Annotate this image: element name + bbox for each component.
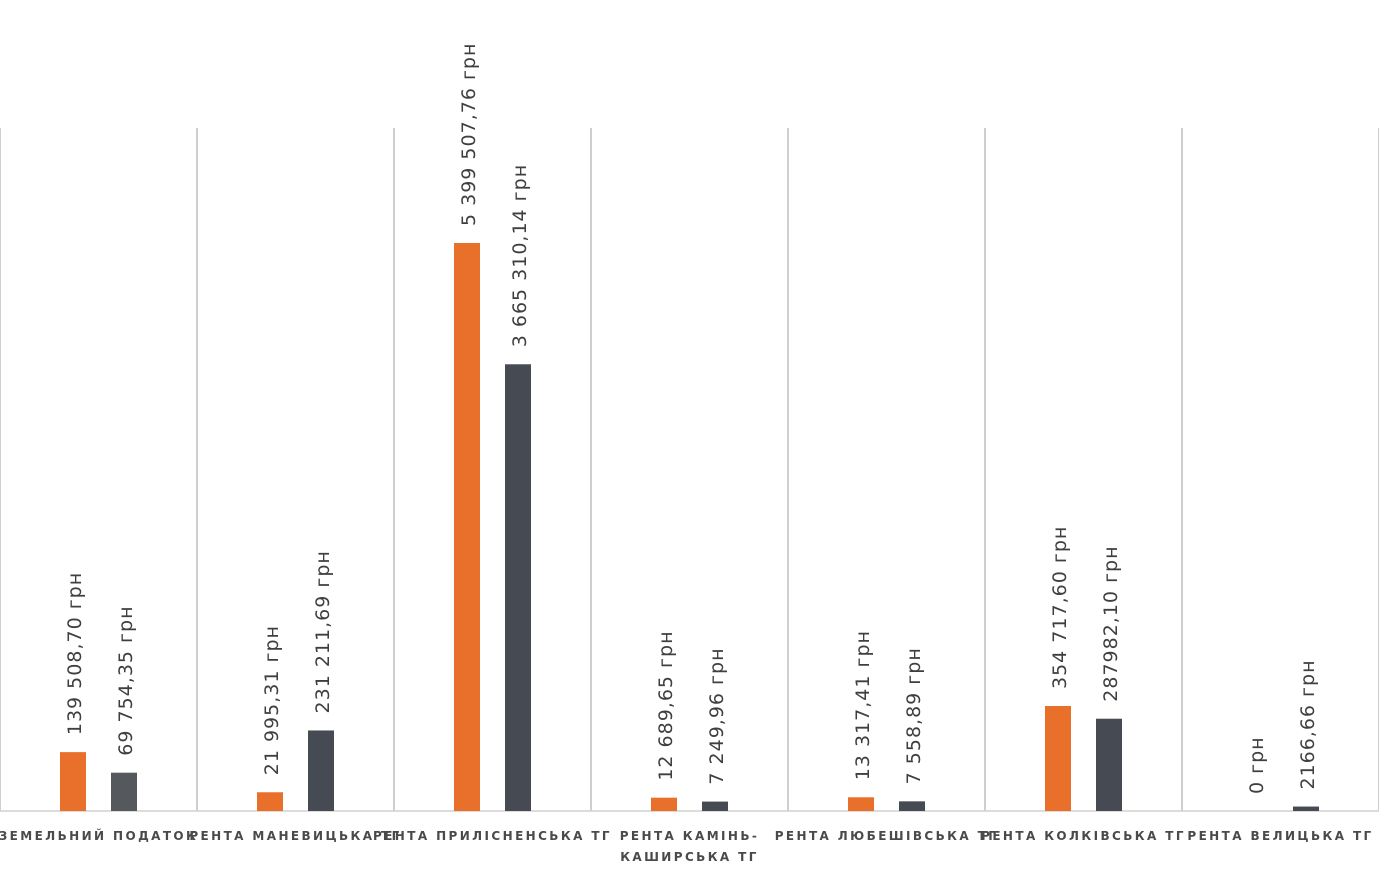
bar-series-1-4 (651, 797, 677, 811)
bar-series-2-3 (505, 364, 531, 811)
bar-series-1-5 (848, 797, 874, 811)
bar-series-2-4 (702, 801, 728, 811)
category-tick-label: ЗЕМЕЛЬНИЙ ПОДАТОК (0, 828, 198, 843)
bar-data-label: 21 995,31 грн (261, 625, 283, 775)
category-tick-label: КАШИРСЬКА ТГ (620, 850, 759, 864)
bar-series-2-6 (1096, 718, 1122, 811)
category-tick-label: РЕНТА КАМІНЬ- (620, 829, 760, 843)
category-tick-label: РЕНТА ЛЮБЕШІВСЬКА ТГ (775, 829, 999, 843)
bar-series-2-2 (308, 730, 334, 811)
bar-data-label: 13 317,41 грн (852, 630, 874, 780)
bar-data-label: 2166,66 грн (1297, 659, 1319, 789)
bar-series-1-6 (1045, 705, 1071, 811)
bar-series-2-7 (1293, 806, 1319, 811)
bar-series-2-1 (111, 772, 137, 811)
bar-data-label: 287982,10 грн (1100, 545, 1122, 701)
bar-data-label: 354 717,60 грн (1049, 526, 1071, 689)
category-tick-label: РЕНТА КОЛКІВСЬКА ТГ (981, 829, 1186, 843)
bar-data-label: 7 249,96 грн (706, 647, 728, 784)
bar-series-2-5 (899, 801, 925, 811)
bar-data-label: 12 689,65 грн (655, 630, 677, 780)
category-tick-label: РЕНТА МАНЕВИЦЬКА ТГ (189, 829, 401, 843)
category-tick-label: РЕНТА ПРИЛІСНЕНСЬКА ТГ (373, 829, 612, 843)
bar-data-label: 5 399 507,76 грн (458, 43, 480, 226)
bar-data-label: 231 211,69 грн (312, 550, 334, 713)
bar-data-label: 139 508,70 грн (64, 572, 86, 735)
category-tick-label: РЕНТА ВЕЛИЦЬКА ТГ (1187, 829, 1373, 843)
bar-data-label: 7 558,89 грн (903, 647, 925, 784)
bar-series-1-3 (454, 243, 480, 811)
bar-data-label: 69 754,35 грн (115, 605, 137, 755)
bar-series-1-2 (257, 792, 283, 811)
bar-data-label: 3 665 310,14 грн (509, 164, 531, 347)
bar-data-label: 0 грн (1246, 736, 1268, 794)
bar-series-1-1 (60, 752, 86, 811)
